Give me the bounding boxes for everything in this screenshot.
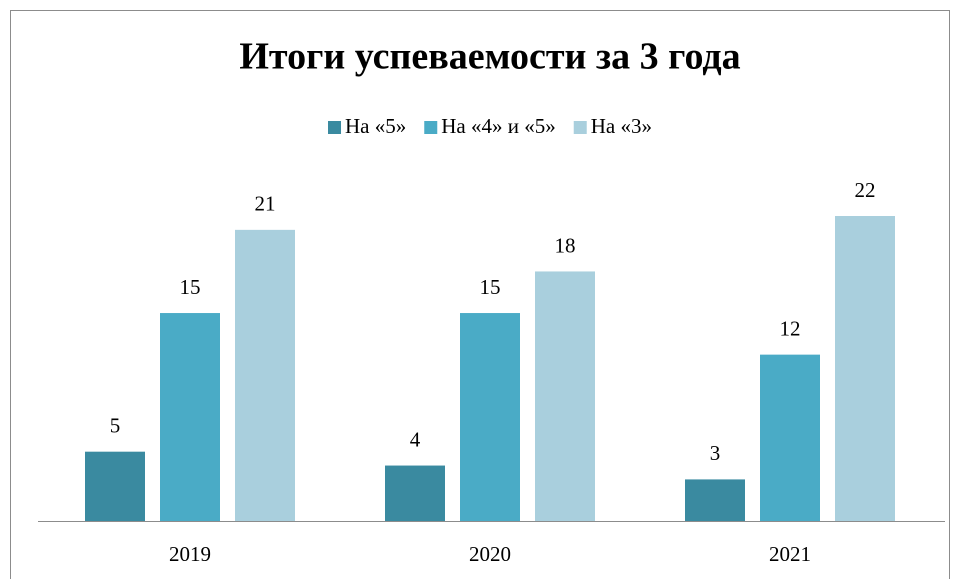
x-tick-label: 2021 xyxy=(769,542,811,566)
data-label: 15 xyxy=(180,275,201,299)
bar xyxy=(685,479,745,521)
bar xyxy=(385,465,445,521)
legend-swatch xyxy=(328,121,342,134)
x-tick-label: 2019 xyxy=(169,542,211,566)
legend-label: На «5» xyxy=(345,114,406,138)
data-label: 18 xyxy=(555,233,576,257)
bar xyxy=(160,313,220,521)
legend-label: На «3» xyxy=(591,114,652,138)
data-label: 5 xyxy=(110,413,121,437)
bar xyxy=(760,354,820,521)
data-label: 4 xyxy=(410,427,421,451)
bar xyxy=(460,313,520,521)
x-tick-label: 2020 xyxy=(469,542,511,566)
bar xyxy=(85,451,145,521)
chart-title: Итоги успеваемости за 3 года xyxy=(239,36,740,78)
data-label: 22 xyxy=(855,178,876,202)
bar xyxy=(235,229,295,521)
bar xyxy=(535,271,595,521)
data-label: 21 xyxy=(255,192,276,216)
legend-label: На «4» и «5» xyxy=(441,114,555,138)
bar xyxy=(835,216,895,521)
data-label: 12 xyxy=(780,316,801,340)
legend-swatch xyxy=(573,121,587,134)
legend-swatch xyxy=(424,121,438,134)
data-label: 3 xyxy=(710,441,721,465)
data-label: 15 xyxy=(480,275,501,299)
